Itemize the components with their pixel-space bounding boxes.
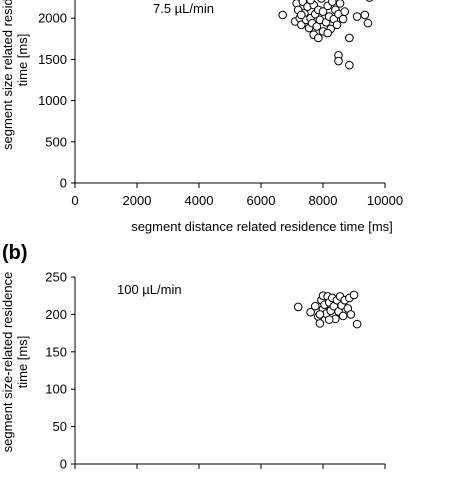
data-point xyxy=(317,0,326,3)
data-point xyxy=(310,301,320,311)
x-tick-label: 0 xyxy=(71,193,78,208)
data-point xyxy=(338,311,348,321)
data-point xyxy=(363,18,373,28)
data-point xyxy=(346,310,356,319)
panel-a-axes xyxy=(74,0,385,184)
data-point xyxy=(335,0,345,8)
x-tick-label: 8000 xyxy=(309,193,338,208)
data-point xyxy=(365,0,374,2)
y-tick-label: 100 xyxy=(45,382,67,397)
panel-b-data-points xyxy=(293,290,362,329)
panel-b-x-ticks xyxy=(74,464,386,469)
y-tick-label: 200 xyxy=(45,307,67,322)
data-point xyxy=(306,0,315,5)
panel-b-scatter-chart: (b) 0 50 100 150 200 250 100 µL/min segment s… xyxy=(0,242,386,472)
data-point xyxy=(352,12,362,21)
data-point xyxy=(352,319,362,329)
data-point xyxy=(297,10,306,20)
data-point xyxy=(340,7,350,16)
x-tick-label: 6000 xyxy=(247,193,276,208)
data-point xyxy=(332,20,342,30)
data-point xyxy=(360,10,370,20)
y-tick-label: 150 xyxy=(45,344,67,359)
data-point xyxy=(278,10,288,20)
data-point xyxy=(293,302,303,312)
panel-b-axes xyxy=(74,277,385,465)
x-tick-label: 2000 xyxy=(123,193,152,208)
data-point xyxy=(328,0,337,7)
data-point xyxy=(315,310,325,319)
data-point xyxy=(306,307,315,317)
panel-a-y-ticks: 0 500 1000 1500 2000 xyxy=(38,11,75,191)
panel-b-label: (b) xyxy=(2,242,28,264)
panel-a-flow-rate-annotation: 7.5 µL/min xyxy=(153,1,214,16)
panel-a-x-ticks: 0 2000 4000 6000 8000 10000 xyxy=(71,183,403,208)
y-tick-label: 0 xyxy=(60,457,67,472)
panel-b-flow-rate-annotation: 100 µL/min xyxy=(117,282,182,297)
data-point xyxy=(349,290,359,300)
data-point xyxy=(318,7,328,16)
data-point xyxy=(345,33,354,43)
data-point xyxy=(334,56,343,66)
panel-a-y-axis-title: segment size related residencetime [ms] xyxy=(0,0,30,150)
y-tick-label: 0 xyxy=(60,176,67,191)
data-point xyxy=(315,319,325,328)
panel-a-data-points xyxy=(278,0,374,70)
panel-a-x-axis-title: segment distance related residence time … xyxy=(131,219,393,234)
y-tick-label: 50 xyxy=(53,419,67,434)
x-tick-label: 4000 xyxy=(185,193,214,208)
data-point xyxy=(323,28,332,38)
data-point xyxy=(324,315,334,324)
y-tick-label: 1000 xyxy=(38,93,67,108)
data-point xyxy=(314,33,323,43)
panel-b-y-ticks: 0 50 100 150 200 250 xyxy=(45,270,75,472)
data-point xyxy=(338,14,348,24)
y-tick-label: 500 xyxy=(45,134,67,149)
data-point xyxy=(345,60,354,70)
panel-b-y-axis-title: segment size-related residencetime [ms] xyxy=(0,272,30,453)
y-tick-label: 1500 xyxy=(38,52,67,67)
y-tick-label: 2000 xyxy=(38,11,67,26)
y-tick-label: 250 xyxy=(45,270,67,285)
x-tick-label: 10000 xyxy=(367,193,403,208)
